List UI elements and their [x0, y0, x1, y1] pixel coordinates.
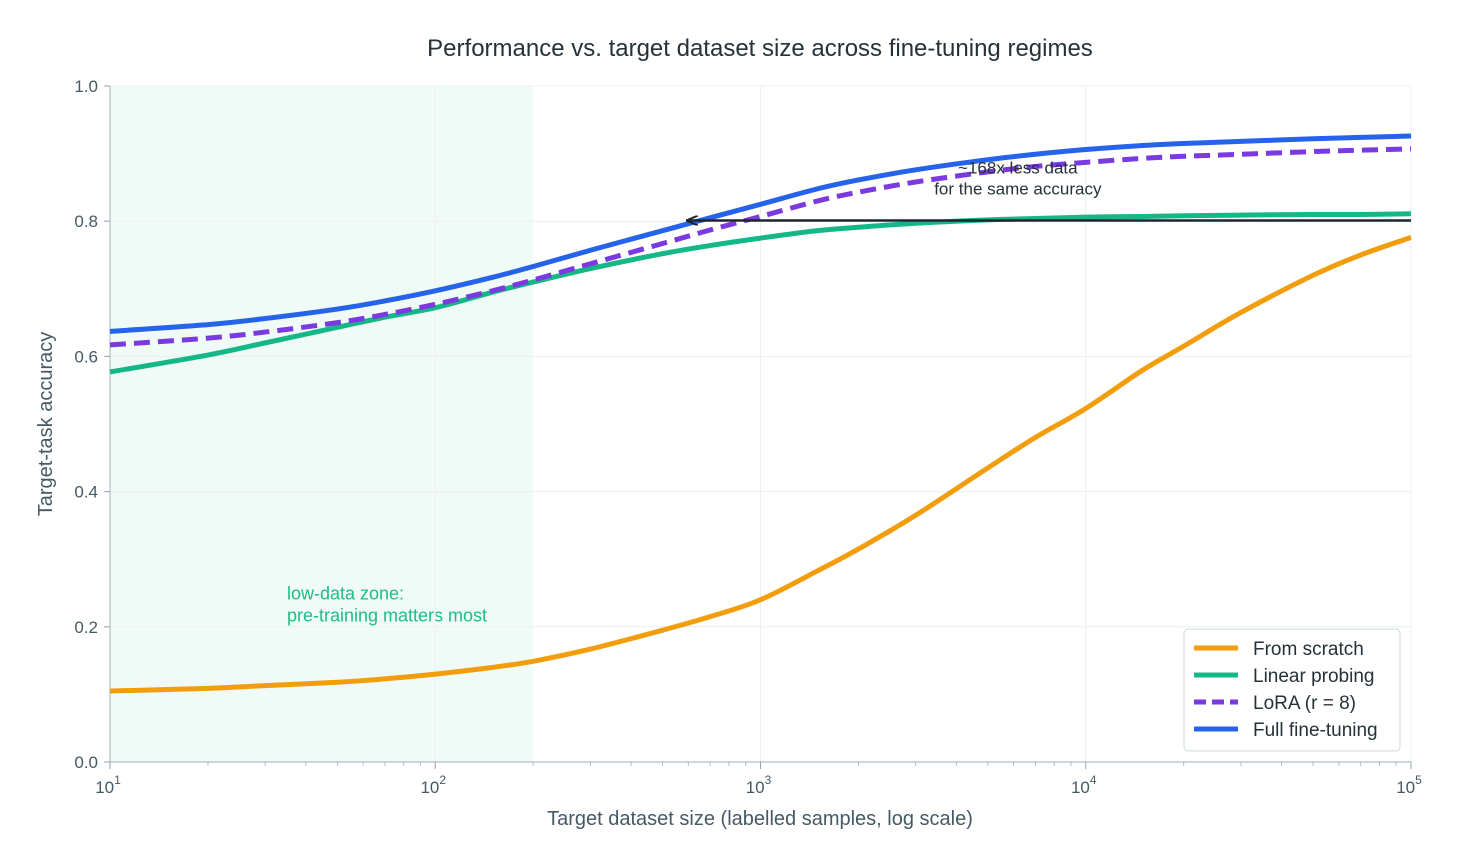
legend-label-lora-r-8: LoRA (r = 8)	[1253, 693, 1356, 714]
x-tick-base: 10	[746, 778, 765, 797]
low-data-zone-label-line: pre-training matters most	[287, 605, 487, 625]
series-line-linear-probing	[109, 211, 1412, 375]
low-data-zone	[110, 86, 534, 762]
y-tick-label: 0.6	[74, 347, 98, 366]
x-tick-base: 10	[95, 778, 114, 797]
chart-title: Performance vs. target dataset size acro…	[427, 35, 1093, 62]
y-tick-label: 0.8	[74, 212, 98, 231]
y-tick-label: 0.4	[74, 483, 98, 502]
annotation-text-line: ~168x less data	[958, 159, 1078, 178]
y-tick-label: 0.2	[74, 618, 98, 637]
legend-box	[1183, 628, 1401, 752]
x-tick-exponent: 2	[439, 773, 446, 787]
legend-label-from-scratch: From scratch	[1253, 639, 1364, 660]
annotation-text: ~168x less data for the same accuracy	[934, 159, 1102, 199]
x-axis-label: Target dataset size (labelled samples, l…	[547, 808, 973, 830]
legend-label-linear-probing: Linear probing	[1253, 666, 1374, 687]
x-tick-base: 10	[1071, 778, 1090, 797]
x-tick-label: 105	[1396, 773, 1422, 797]
x-tick-label: 102	[420, 773, 446, 797]
series-line-lora-r-8	[109, 146, 1412, 348]
y-tick-label: 0.0	[74, 753, 98, 772]
low-data-zone-label-line: low-data zone:	[287, 583, 404, 603]
x-tick-label: 104	[1071, 773, 1097, 797]
x-tick-exponent: 3	[765, 773, 772, 787]
x-tick-exponent: 1	[114, 773, 121, 787]
x-tick-exponent: 4	[1090, 773, 1097, 787]
x-tick-exponent: 5	[1415, 773, 1422, 787]
y-axis-label: Target-task accuracy	[35, 332, 57, 517]
x-tick-label: 101	[95, 773, 121, 797]
y-tick-label: 1.0	[74, 77, 98, 96]
annotation-text-line: for the same accuracy	[934, 180, 1102, 199]
series-line-full-fine-tuning	[109, 133, 1412, 334]
series-line-from-scratch	[109, 235, 1412, 694]
legend-label-full-fine-tuning: Full fine-tuning	[1253, 720, 1378, 741]
x-tick-label: 103	[746, 773, 772, 797]
x-tick-base: 10	[1396, 778, 1415, 797]
x-tick-base: 10	[420, 778, 439, 797]
low-data-zone-label: low-data zone: pre-training matters most	[287, 583, 487, 625]
